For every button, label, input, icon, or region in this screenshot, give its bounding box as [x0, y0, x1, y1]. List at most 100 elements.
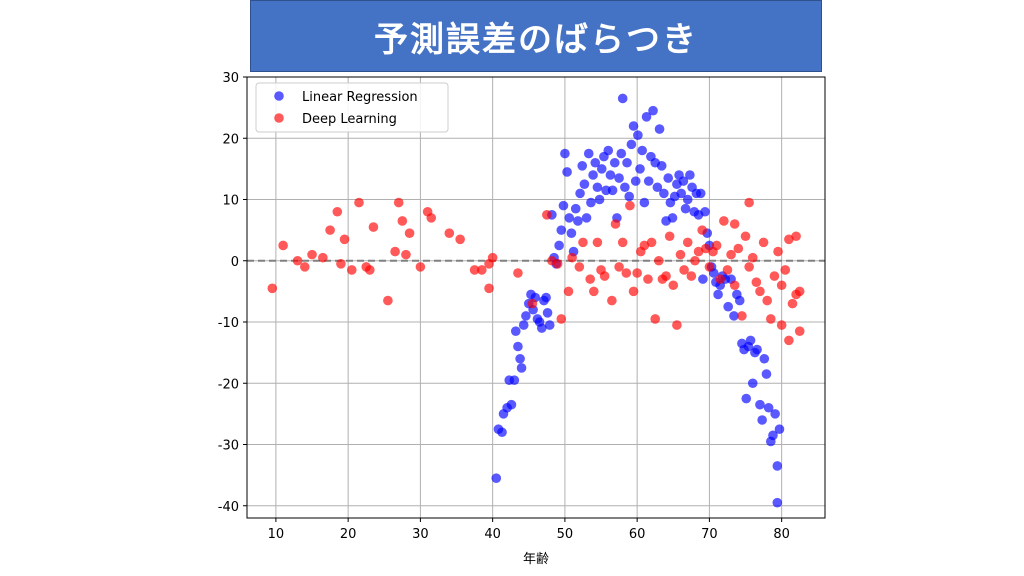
y-tick-label: -10 — [218, 316, 239, 331]
deep-learning-point — [744, 262, 754, 272]
plot-frame — [246, 76, 826, 519]
deep-learning-point — [527, 298, 538, 309]
deep-learning-point — [592, 237, 603, 248]
deep-learning-point — [794, 286, 805, 297]
linear-regression-point — [516, 363, 527, 373]
deep-learning-point — [744, 197, 754, 208]
deep-learning-point — [719, 216, 729, 226]
linear-regression-point — [676, 188, 687, 199]
linear-regression-point — [768, 430, 778, 441]
deep-learning-point — [267, 283, 278, 294]
deep-learning-point — [737, 311, 747, 321]
linear-regression-point — [759, 353, 770, 364]
linear-regression-point — [654, 124, 665, 134]
linear-regression-point — [656, 161, 667, 171]
linear-regression-point — [616, 148, 627, 159]
deep-learning-point — [776, 320, 787, 330]
deep-learning-point — [365, 265, 375, 275]
deep-learning-point — [697, 225, 707, 235]
linear-regression-point — [592, 182, 603, 193]
linear-regression-point — [562, 167, 572, 177]
linear-regression-point — [635, 164, 645, 174]
deep-learning-point — [722, 265, 733, 275]
linear-regression-point — [624, 191, 635, 202]
legend-marker-linear — [274, 91, 284, 101]
deep-learning-point — [393, 197, 404, 208]
deep-learning-point — [726, 249, 736, 260]
deep-learning-point — [740, 231, 751, 242]
title-banner: 予測誤差のばらつき — [250, 0, 822, 72]
deep-learning-point — [585, 274, 595, 284]
linear-regression-point — [633, 130, 643, 140]
linear-regression-point — [698, 274, 708, 284]
linear-regression-point — [695, 188, 706, 199]
deep-learning-point — [758, 237, 769, 248]
deep-learning-point — [762, 295, 772, 306]
deep-learning-point — [682, 237, 693, 248]
x-tick-label: 10 — [268, 527, 285, 542]
linear-regression-point — [667, 213, 678, 223]
linear-regression-point — [663, 173, 674, 183]
deep-learning-point — [643, 274, 653, 284]
linear-regression-point — [630, 176, 641, 186]
deep-learning-point — [589, 286, 599, 297]
deep-learning-point — [704, 262, 715, 272]
linear-regression-point — [518, 320, 529, 330]
deep-learning-point — [686, 271, 697, 281]
deep-learning-point — [339, 234, 350, 245]
legend-label-linear: Linear Regression — [302, 90, 418, 105]
linear-regression-point — [755, 399, 765, 410]
deep-learning-point — [628, 286, 639, 297]
deep-learning-point — [675, 249, 686, 260]
deep-learning-point — [487, 252, 498, 263]
deep-learning-point — [679, 265, 689, 275]
deep-learning-point — [574, 262, 585, 272]
deep-learning-point — [469, 265, 480, 275]
deep-learning-point — [672, 320, 682, 330]
deep-learning-point — [404, 228, 415, 238]
deep-learning-point — [715, 274, 726, 284]
deep-learning-point — [426, 213, 437, 223]
y-tick-label: -30 — [218, 439, 239, 454]
linear-regression-point — [560, 148, 570, 159]
deep-learning-point — [542, 210, 552, 220]
deep-learning-point — [769, 271, 780, 281]
deep-learning-point — [747, 252, 758, 263]
x-tick-label: 70 — [701, 527, 718, 542]
x-tick-label: 80 — [773, 527, 790, 542]
deep-learning-point — [654, 255, 664, 266]
linear-regression-point — [620, 182, 630, 193]
linear-regression-point — [729, 311, 739, 321]
deep-learning-point — [607, 295, 617, 306]
linear-regression-point — [622, 157, 632, 168]
linear-regression-point — [628, 121, 639, 131]
x-tick-label: 60 — [629, 527, 646, 542]
linear-regression-point — [713, 289, 723, 300]
deep-learning-point — [599, 271, 610, 281]
deep-learning-point — [614, 262, 624, 272]
y-tick-label: -20 — [218, 377, 239, 392]
deep-learning-point — [368, 222, 379, 232]
grid — [247, 76, 825, 518]
linear-regression-point — [700, 206, 710, 217]
deep-learning-point — [484, 283, 494, 294]
deep-learning-point — [477, 265, 487, 275]
deep-learning-point — [383, 295, 393, 306]
deep-learning-point — [755, 286, 765, 297]
y-tick-label: 10 — [222, 194, 239, 209]
linear-regression-point — [741, 393, 752, 404]
legend-box — [255, 82, 449, 133]
x-tick-label: 50 — [557, 527, 574, 542]
linear-regression-point — [745, 335, 756, 346]
linear-regression-point — [680, 203, 691, 214]
linear-regression-point — [510, 326, 521, 336]
deep-learning-point — [751, 277, 762, 287]
deep-learning-point — [556, 314, 567, 324]
linear-regression-point — [605, 170, 616, 180]
deep-learning-point — [455, 234, 465, 245]
deep-learning-point — [621, 268, 632, 278]
linear-regression-point — [648, 105, 658, 116]
linear-regression-point — [678, 176, 689, 186]
x-tick-label: 40 — [484, 527, 501, 542]
